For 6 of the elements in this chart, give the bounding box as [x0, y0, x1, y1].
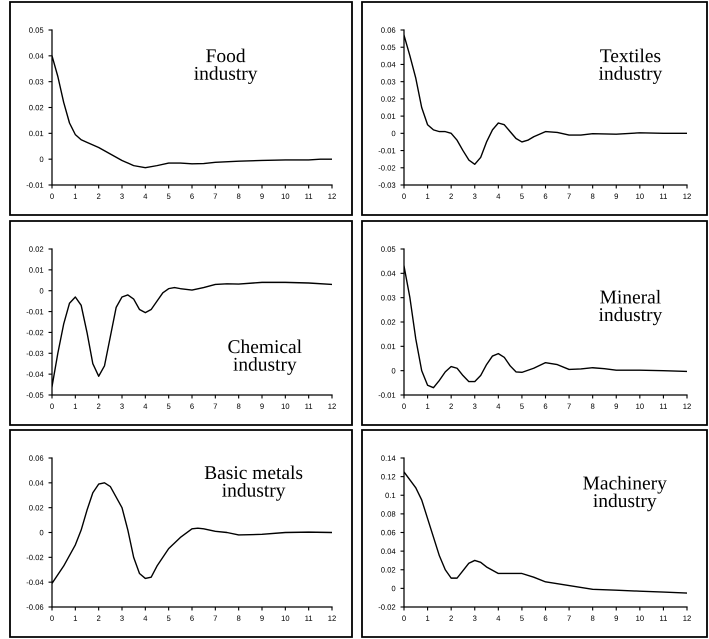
text: Basic metals industry: [204, 465, 302, 501]
text: Chemical industry: [228, 340, 302, 375]
text: Textiles industry: [598, 48, 662, 84]
text: Machinery industry: [583, 476, 667, 512]
text: Food industry: [194, 48, 258, 84]
text: Mineral industry: [598, 290, 662, 326]
